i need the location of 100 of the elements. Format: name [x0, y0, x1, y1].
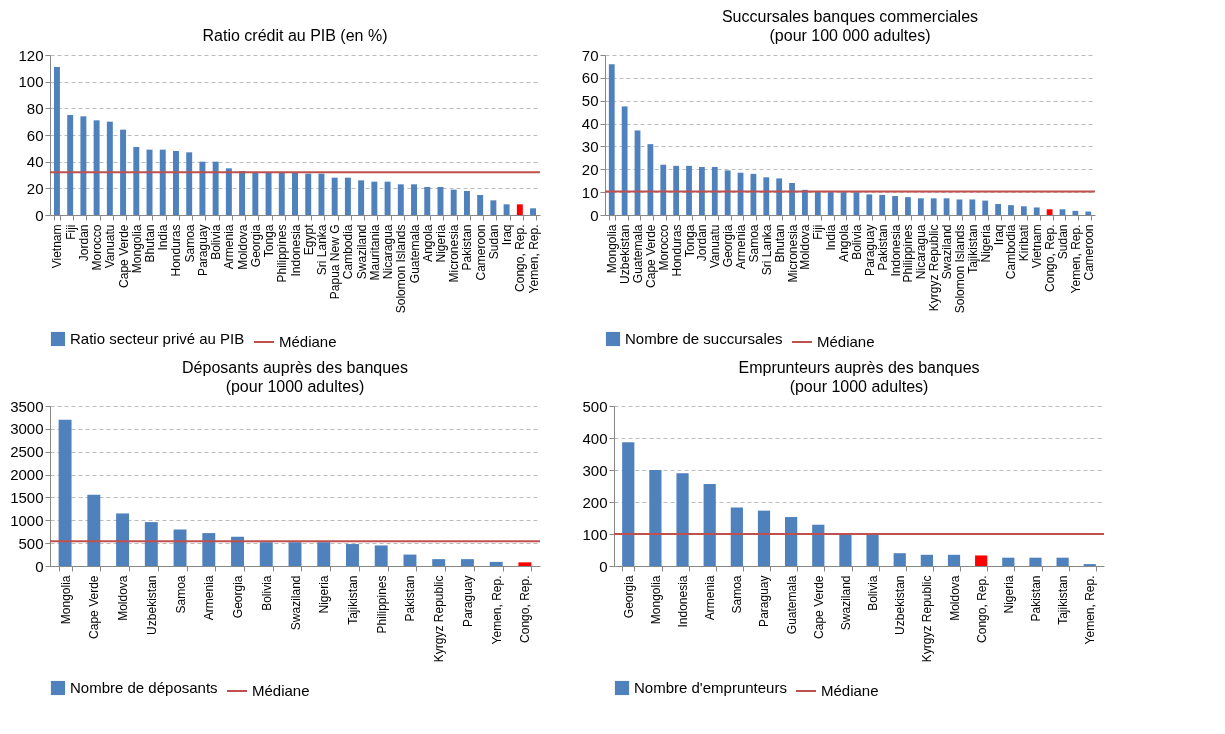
- x-tick-label: Uzbekistan: [893, 575, 908, 635]
- bar: [67, 115, 74, 215]
- bar: [1033, 207, 1040, 215]
- x-tick-label: Guatemala: [407, 224, 422, 284]
- bar: [789, 183, 795, 215]
- x-tick-label: Congo, Rep.: [513, 224, 528, 292]
- x-tick-label: Samoa: [746, 224, 761, 263]
- bar: [231, 536, 244, 566]
- bar: [106, 121, 113, 215]
- legend-label: Nombre de succursales: [625, 330, 783, 347]
- x-tick-label: Micronesia: [447, 224, 462, 283]
- bar: [212, 161, 219, 215]
- x-tick-label: Georgia: [248, 224, 263, 268]
- bar: [305, 173, 312, 215]
- x-tick-label: Tonga: [682, 224, 697, 258]
- y-tick-label: 0: [35, 557, 44, 575]
- x-tick-label: Mongolia: [58, 575, 73, 625]
- bar: [331, 177, 338, 215]
- x-tick-label: Philippines: [275, 224, 290, 283]
- x-tick-label: Solomon Islands: [394, 224, 409, 314]
- legend-label: Médiane: [817, 333, 875, 350]
- x-tick-label: Morocco: [90, 224, 105, 271]
- x-tick-label: Nigeria: [978, 224, 993, 263]
- bar: [116, 513, 130, 566]
- y-tick-label: 60: [581, 69, 599, 87]
- x-tick-label: Philippines: [374, 575, 389, 634]
- bar: [969, 199, 976, 215]
- x-tick-label: Sudan: [486, 224, 501, 260]
- y-tick-label: 200: [582, 493, 608, 511]
- y-tick-label: 80: [26, 99, 44, 117]
- y-tick-label: 500: [582, 397, 608, 415]
- bar: [699, 167, 705, 215]
- bar: [239, 171, 246, 215]
- x-tick-label: Samoa: [173, 575, 188, 614]
- x-tick-label: Pakistan: [403, 575, 418, 622]
- chart-title: Succursales banques commerciales: [721, 8, 979, 25]
- bar: [622, 442, 635, 566]
- bar: [982, 200, 989, 215]
- x-tick-label: Yemen, Rep.: [489, 575, 504, 645]
- x-tick-label: Bolivia: [209, 224, 224, 260]
- bar: [384, 181, 391, 215]
- x-tick-label: Guatemala: [631, 224, 646, 284]
- bar: [730, 507, 743, 566]
- y-tick-label: 0: [590, 206, 599, 224]
- bar: [947, 554, 961, 566]
- bar: [1056, 557, 1069, 566]
- legend-label: Ratio secteur privé au PIB: [70, 330, 245, 347]
- bar: [802, 189, 808, 215]
- bar: [477, 195, 484, 215]
- legend-label: Nombre de déposants: [70, 679, 218, 696]
- x-tick-label: Congo, Rep.: [1043, 224, 1058, 292]
- x-tick-label: Tonga: [262, 224, 277, 258]
- y-tick-label: 500: [18, 534, 44, 552]
- x-tick-label: Honduras: [669, 224, 684, 277]
- bar: [673, 165, 680, 215]
- x-tick-label: Angola: [837, 224, 852, 262]
- y-tick-label: 60: [26, 126, 44, 144]
- x-tick-label: Fiji: [63, 224, 78, 240]
- x-tick-label: Paraguay: [757, 575, 772, 627]
- bar: [450, 189, 457, 215]
- x-tick-label: Congo, Rep.: [974, 575, 989, 643]
- x-tick-label: Moldova: [798, 224, 813, 270]
- bar: [1046, 209, 1053, 215]
- legend-label: Nombre d'emprunteurs: [634, 679, 787, 696]
- bar: [917, 198, 924, 215]
- y-tick-label: 40: [581, 115, 599, 133]
- y-tick-label: 50: [581, 92, 599, 110]
- y-tick-label: 20: [581, 160, 599, 178]
- bar: [186, 152, 193, 215]
- y-tick-label: 30: [581, 137, 599, 155]
- bar: [53, 67, 60, 215]
- legend-label: Médiane: [821, 682, 879, 699]
- bar: [785, 517, 798, 566]
- y-tick-label: 2000: [10, 466, 44, 484]
- bar: [763, 177, 770, 215]
- x-tick-label: Pakistan: [1028, 575, 1043, 622]
- x-tick-label: Cape Verde: [811, 575, 826, 639]
- bar: [318, 173, 325, 215]
- bar: [621, 106, 628, 215]
- x-tick-label: Kiribati: [1017, 224, 1032, 262]
- bar: [1002, 557, 1015, 566]
- y-tick-label: 2500: [10, 443, 44, 461]
- x-tick-label: Armenia: [703, 575, 718, 621]
- x-tick-label: Samoa: [182, 224, 197, 263]
- x-tick-label: Vanuatu: [103, 224, 118, 269]
- x-tick-label: Cambodia: [341, 224, 356, 280]
- x-tick-label: Honduras: [169, 224, 184, 277]
- bar: [202, 533, 216, 566]
- x-tick-label: Nigeria: [1001, 575, 1016, 614]
- x-tick-label: Indonesia: [676, 575, 691, 628]
- x-tick-label: Bhutan: [143, 224, 158, 263]
- bar: [424, 187, 431, 215]
- bar: [144, 522, 158, 566]
- y-tick-label: 400: [582, 429, 608, 447]
- bar: [292, 172, 298, 215]
- x-tick-label: Indonesia: [288, 224, 303, 277]
- x-tick-label: Moldova: [947, 575, 962, 621]
- bar: [776, 178, 783, 215]
- x-tick-label: Moldova: [116, 575, 131, 621]
- y-tick-label: 1500: [10, 488, 44, 506]
